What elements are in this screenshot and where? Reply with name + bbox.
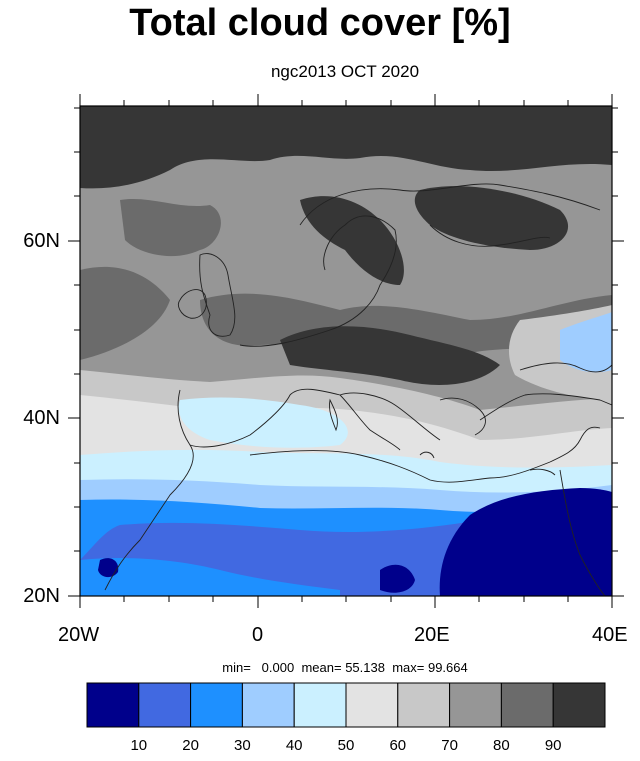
plot-title: Total cloud cover [%]: [129, 2, 511, 44]
colorbar: [86, 682, 606, 728]
colorbar-tick-label: 40: [285, 737, 303, 754]
colorbar-swatch: [86, 682, 140, 728]
colorbar-swatch: [552, 682, 606, 728]
plot-subtitle: ngc2013 OCT 2020: [270, 62, 420, 81]
lon-label-0: 0: [252, 624, 264, 646]
colorbar-tick-label: 30: [234, 737, 251, 754]
lon-label-20w: 20W: [58, 624, 100, 646]
stats-min-label: min=: [222, 660, 251, 675]
colorbar-tick-label: 10: [130, 737, 148, 754]
coastlines: [104, 183, 612, 596]
colorbar-tick-label: 20: [182, 737, 199, 754]
axis-ticks: [68, 94, 624, 608]
stats-max-label: max=: [392, 660, 425, 675]
colorbar-swatch: [138, 682, 192, 728]
lon-label-40e: 40E: [592, 624, 628, 646]
colorbar-tick-label: 80: [493, 737, 510, 754]
colorbar-swatch: [449, 682, 502, 728]
cloud-cover-field: [80, 106, 612, 596]
colorbar-tick-label: 70: [441, 737, 458, 754]
colorbar-tick-label: 60: [389, 737, 407, 754]
colorbar-swatch: [241, 682, 295, 728]
colorbar-swatch: [500, 682, 554, 728]
stats-line: min= 0.000 mean= 55.138 max= 99.664: [0, 660, 640, 675]
colorbar-swatch: [345, 682, 399, 728]
colorbar-swatch: [293, 682, 347, 728]
colorbar-tick-label: 50: [337, 737, 355, 754]
lat-label-40n: 40N: [23, 407, 60, 429]
stats-mean-value: 55.138: [345, 660, 385, 675]
colorbar-swatch: [190, 682, 243, 728]
colorbar-tick-label: 90: [544, 737, 562, 754]
stats-mean-label: mean=: [301, 660, 342, 675]
stats-min-value: 0.000: [261, 660, 295, 675]
colorbar-swatch: [397, 682, 451, 728]
lon-label-20e: 20E: [414, 624, 450, 646]
lat-label-60n: 60N: [23, 230, 60, 252]
stats-max-value: 99.664: [427, 660, 468, 675]
lat-label-20n: 20N: [23, 585, 60, 607]
